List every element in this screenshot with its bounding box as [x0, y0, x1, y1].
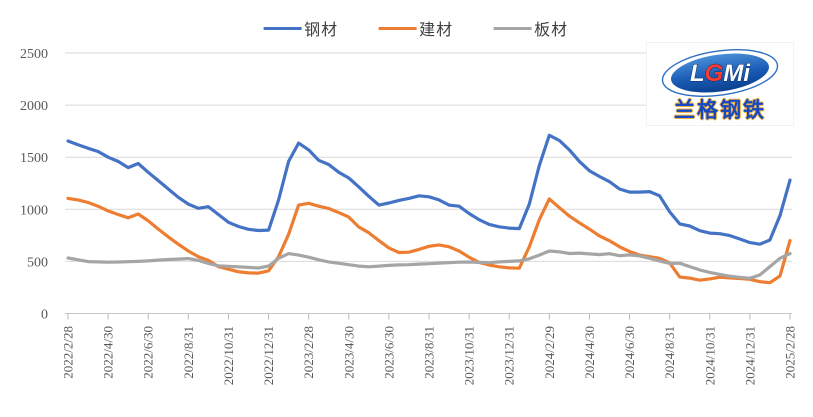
y-axis-label-0: 0 — [41, 308, 48, 323]
logo-chinese-name: 兰格钢铁 — [674, 99, 766, 122]
legend-label-plate: 板材 — [534, 22, 569, 39]
plate-line-swatch — [493, 26, 532, 30]
x-axis-label: 2025/2/28 — [783, 326, 798, 379]
x-axis-label: 2022/8/31 — [181, 326, 196, 379]
x-axis-label: 2024/4/30 — [582, 326, 597, 379]
legend-item-plate: 板材 — [493, 16, 568, 40]
x-axis-label: 2023/4/30 — [341, 326, 356, 379]
lgmi-logo-emblem: LGMi — [661, 49, 779, 97]
logo-lgmi-text: LGMi — [690, 60, 751, 87]
x-axis-label: 2024/12/31 — [742, 326, 757, 385]
series-line-2 — [66, 249, 792, 280]
construction-line-swatch — [378, 26, 417, 30]
x-axis-label: 2024/6/30 — [622, 326, 637, 379]
legend-item-construction: 建材 — [378, 16, 453, 40]
x-axis-label: 2023/12/31 — [502, 326, 517, 385]
x-axis-label: 2023/10/31 — [462, 326, 477, 385]
logo-ellipse — [669, 52, 771, 94]
series-line-1 — [66, 196, 792, 285]
y-axis-label-2000: 2000 — [20, 99, 48, 114]
x-axis-label: 2022/2/28 — [61, 326, 76, 379]
x-axis-label: 2022/4/30 — [101, 326, 116, 379]
legend-item-steel: 钢材 — [263, 16, 338, 40]
x-axis-label: 2024/8/31 — [662, 326, 677, 379]
x-axis-label: 2023/2/28 — [301, 326, 316, 379]
series-line-0 — [66, 133, 792, 246]
x-axis-label: 2022/12/31 — [261, 326, 276, 385]
chart-legend: 钢材 建材 板材 — [263, 16, 568, 40]
x-axis-label: 2022/6/30 — [141, 326, 156, 379]
x-axis-label: 2023/8/31 — [422, 326, 437, 379]
x-axis-label: 2023/6/30 — [381, 326, 396, 379]
lgmi-logo: LGMi 兰格钢铁 — [646, 42, 794, 126]
y-axis-label-1500: 1500 — [20, 151, 48, 166]
x-axis-label: 2024/10/31 — [702, 326, 717, 385]
y-axis-label-1000: 1000 — [20, 203, 48, 218]
y-axis-label-500: 500 — [27, 255, 48, 270]
logo-swoosh — [661, 49, 779, 97]
legend-label-construction: 建材 — [419, 22, 454, 39]
x-axis-label: 2022/10/31 — [221, 326, 236, 385]
legend-label-steel: 钢材 — [304, 22, 339, 39]
y-axis-label-2500: 2500 — [20, 47, 48, 62]
x-axis-label: 2024/2/29 — [542, 326, 557, 379]
steel-line-swatch — [263, 26, 302, 30]
